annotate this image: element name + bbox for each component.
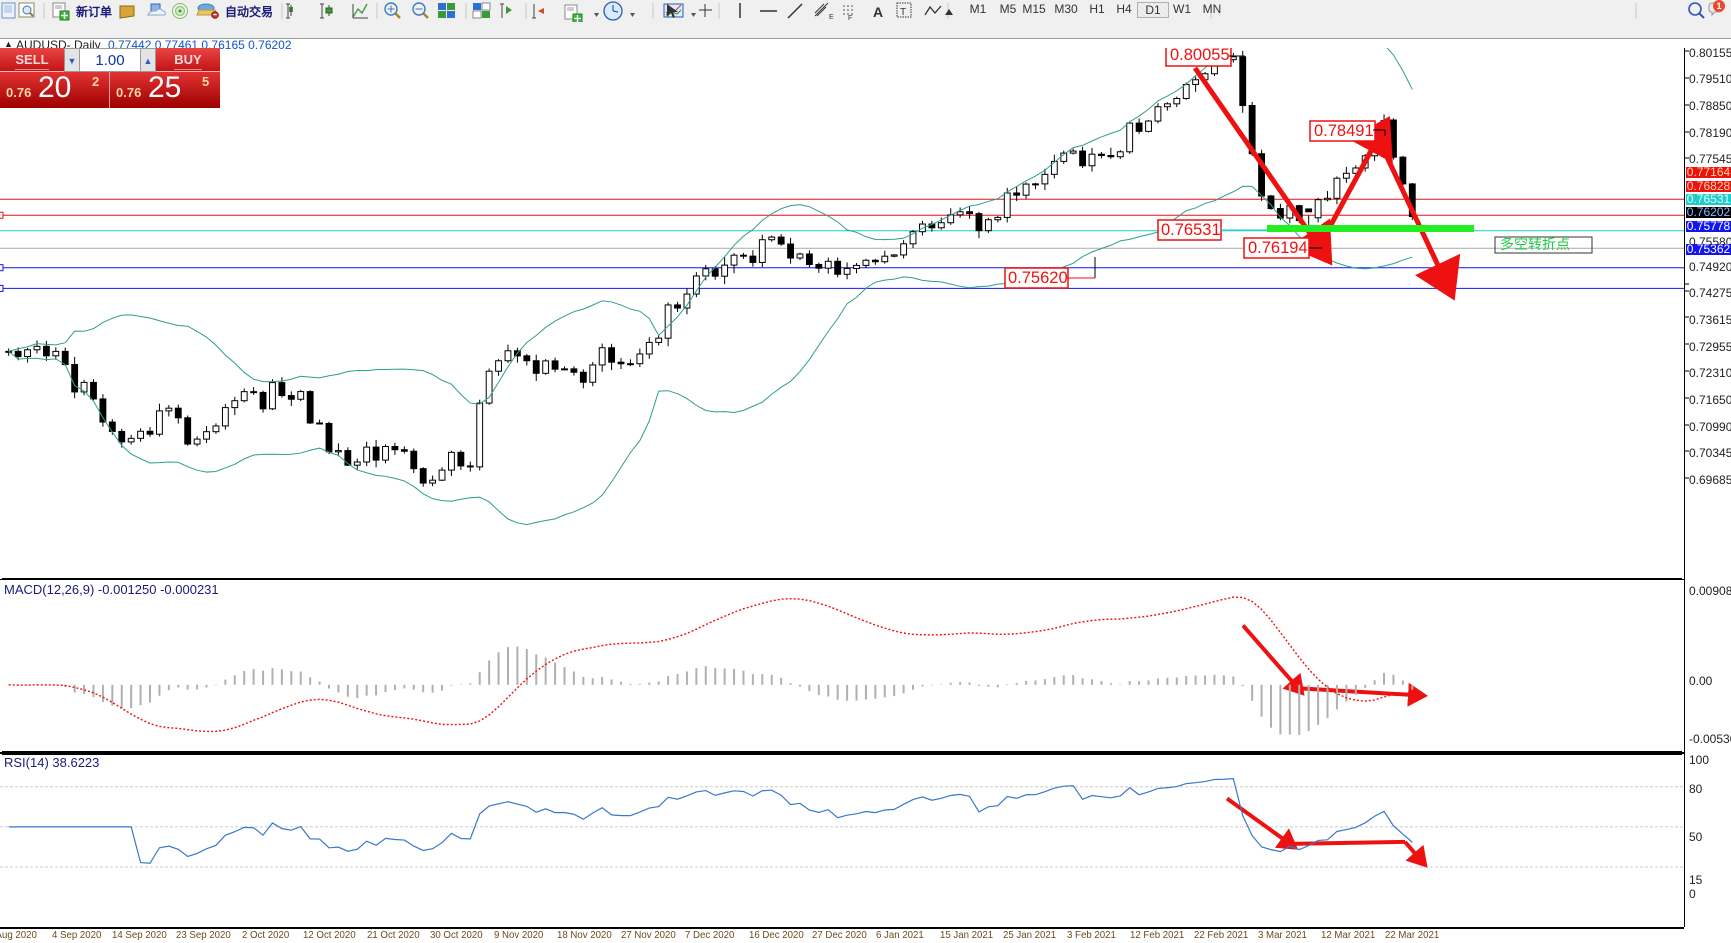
svg-text:0.76194: 0.76194 — [1248, 239, 1308, 257]
svg-text:0.80055: 0.80055 — [1170, 48, 1230, 64]
svg-text:1: 1 — [1716, 1, 1721, 11]
svg-text:0.76531: 0.76531 — [1161, 221, 1221, 239]
svg-text:多空转折点: 多空转折点 — [1500, 236, 1570, 252]
svg-text:0.75620: 0.75620 — [1008, 269, 1068, 287]
svg-text:0.78491: 0.78491 — [1314, 122, 1374, 140]
